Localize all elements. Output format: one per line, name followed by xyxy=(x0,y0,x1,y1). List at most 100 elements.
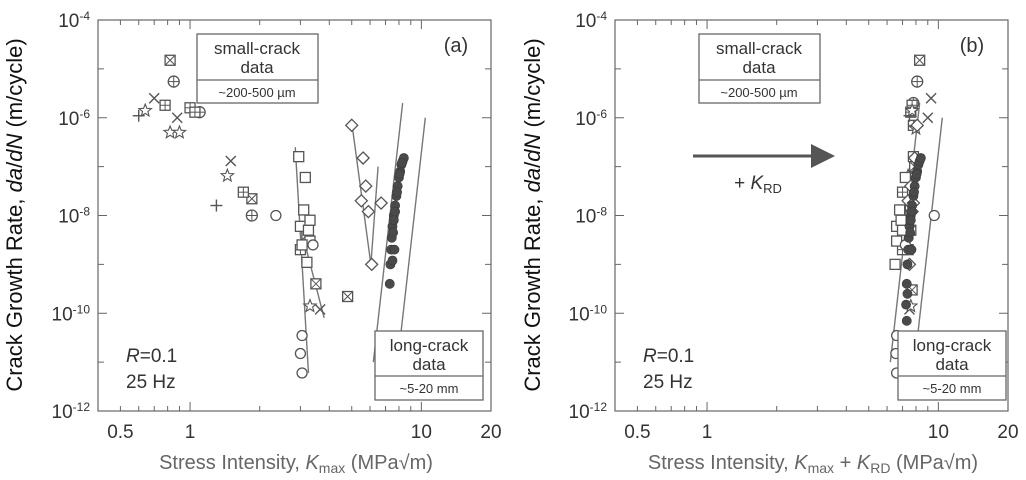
data-point-filled xyxy=(387,255,398,266)
data-point-square xyxy=(298,204,310,216)
data-point-filled xyxy=(388,227,399,238)
data-point-filled xyxy=(915,153,926,163)
data-point-diamond xyxy=(356,151,371,165)
data-point-filled xyxy=(902,288,913,299)
data-point-boxplus xyxy=(896,186,909,198)
x-axis-label: Stress Intensity, Kmax + KRD (MPa√m) xyxy=(648,452,978,476)
panel-a: 10-4 10-6 10-8 10-10 10-12 0.5 1 10 20 C… xyxy=(2,9,502,476)
long-crack-range: ~5-20 mm xyxy=(400,381,459,396)
data-point-circle xyxy=(296,329,308,342)
x-tick-labels: 0.5 1 10 20 xyxy=(107,422,501,443)
data-point-filled xyxy=(902,259,913,270)
trend-line xyxy=(370,166,379,265)
data-point-diamond xyxy=(354,193,369,208)
data-point-filled xyxy=(388,215,399,226)
data-point-filled xyxy=(901,315,912,326)
data-point-filled xyxy=(909,187,919,198)
data-point-star xyxy=(171,124,188,139)
small-crack-label: small-crack xyxy=(716,39,802,58)
data-point-square xyxy=(299,171,311,184)
y-tick-label: 10-10 xyxy=(569,302,608,325)
small-crack-data-label: data xyxy=(240,58,274,77)
data-point-boxx xyxy=(164,54,176,66)
data-point-x xyxy=(922,112,934,124)
y-tick-labels: 10-4 10-6 10-8 10-10 10-12 xyxy=(52,9,91,423)
data-point-boxx xyxy=(310,278,322,290)
data-point-oplus xyxy=(167,75,180,88)
data-point-circle xyxy=(928,209,940,222)
y-tick-label: 10-12 xyxy=(569,400,608,423)
x-tick-label: 10 xyxy=(928,422,949,443)
data-point-boxx xyxy=(341,290,354,303)
data-point-plus xyxy=(210,199,223,212)
data-point-boxplus xyxy=(189,106,201,118)
data-point-oplus xyxy=(911,75,924,88)
data-point-filled xyxy=(397,157,407,168)
data-point-square xyxy=(301,256,313,269)
y-tick-label: 10-6 xyxy=(58,107,90,130)
data-point-square xyxy=(895,214,907,226)
data-point-filled xyxy=(390,206,401,217)
y-tick-label: 10-4 xyxy=(58,9,90,32)
small-crack-range: ~200-500 µm xyxy=(720,85,797,100)
data-point-square xyxy=(293,150,305,163)
data-point-filled xyxy=(901,278,912,289)
data-point-diamond xyxy=(364,257,379,272)
data-point-diamond xyxy=(910,118,925,133)
x-tick-label: 0.5 xyxy=(107,422,133,443)
data-point-star xyxy=(302,298,318,313)
tick-marks xyxy=(97,19,492,412)
y-tick-label: 10-10 xyxy=(52,302,91,325)
y-tick-labels: 10-4 10-6 10-8 10-10 10-12 xyxy=(569,9,608,423)
data-point-star xyxy=(137,102,153,118)
data-markers xyxy=(889,54,940,379)
x-tick-label: 1 xyxy=(702,422,713,443)
panel-label: (a) xyxy=(444,35,468,57)
data-point-filled xyxy=(394,169,405,180)
data-point-filled xyxy=(907,206,918,217)
data-point-filled xyxy=(905,215,916,226)
data-point-x xyxy=(925,92,937,104)
data-point-boxplus xyxy=(159,99,171,111)
data-point-filled xyxy=(392,187,402,198)
data-point-filled xyxy=(384,278,395,289)
data-point-boxx xyxy=(246,193,258,205)
data-point-boxplus xyxy=(237,186,250,198)
x-axis-label: Stress Intensity, Kmax (MPa√m) xyxy=(159,452,433,476)
data-point-filled xyxy=(901,299,911,310)
data-point-plus xyxy=(132,109,145,122)
small-crack-data-label: data xyxy=(742,58,776,77)
data-point-square xyxy=(899,171,912,184)
y-axis-label: Crack Growth Rate, da/dN (m/cycle) xyxy=(520,38,545,391)
data-point-oplus xyxy=(245,209,259,222)
small-crack-data-box: small-crack data ~200-500 µm xyxy=(196,33,319,104)
y-tick-label: 10-8 xyxy=(575,205,607,228)
y-tick-label: 10-12 xyxy=(52,400,91,423)
data-point-filled xyxy=(389,244,400,255)
data-point-x xyxy=(148,92,160,104)
data-point-diamond xyxy=(374,196,389,210)
data-point-square xyxy=(889,258,901,271)
x-tick-label: 20 xyxy=(480,422,501,443)
data-point-filled xyxy=(906,244,917,255)
small-crack-range: ~200-500 µm xyxy=(218,85,295,100)
krd-shift-label: + KRD xyxy=(734,173,782,196)
data-point-circle xyxy=(307,239,319,251)
data-point-circle xyxy=(296,367,308,379)
trend-line xyxy=(372,102,404,363)
long-crack-label: long-crack xyxy=(390,336,469,355)
frequency-label: 25 Hz xyxy=(126,372,176,393)
data-point-circle xyxy=(270,209,282,222)
data-point-diamond xyxy=(358,179,373,193)
long-crack-data-box: long-crack data ~5-20 mm xyxy=(374,330,484,401)
long-crack-data-box: long-crack data ~5-20 mm xyxy=(897,330,1007,401)
y-axis-label: Crack Growth Rate, da/dN (m/cycle) xyxy=(2,38,27,391)
frequency-label: 25 Hz xyxy=(643,372,693,393)
small-crack-label: small-crack xyxy=(214,39,300,58)
long-crack-range: ~5-20 mm xyxy=(923,381,982,396)
x-tick-label: 10 xyxy=(411,422,432,443)
tick-marks xyxy=(614,19,1009,412)
x-tick-label: 1 xyxy=(185,422,196,443)
long-crack-label: long-crack xyxy=(913,336,992,355)
